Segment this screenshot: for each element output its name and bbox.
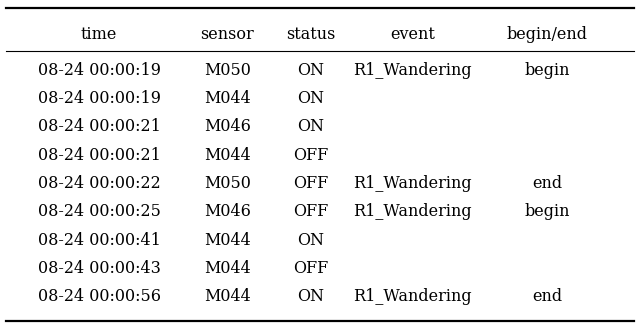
Text: ON: ON: [297, 62, 324, 79]
Text: 08-24 00:00:19: 08-24 00:00:19: [38, 90, 161, 107]
Text: sensor: sensor: [200, 26, 254, 43]
Text: begin: begin: [524, 62, 570, 79]
Text: R1_Wandering: R1_Wandering: [353, 289, 472, 305]
Text: OFF: OFF: [292, 260, 328, 277]
Text: ON: ON: [297, 118, 324, 135]
Text: ON: ON: [297, 289, 324, 305]
Text: 08-24 00:00:56: 08-24 00:00:56: [38, 289, 161, 305]
Text: M044: M044: [204, 147, 251, 164]
Text: M046: M046: [204, 118, 251, 135]
Text: M050: M050: [204, 62, 251, 79]
Text: ON: ON: [297, 90, 324, 107]
Text: M044: M044: [204, 232, 251, 249]
Text: M044: M044: [204, 260, 251, 277]
Text: 08-24 00:00:25: 08-24 00:00:25: [38, 203, 161, 220]
Text: R1_Wandering: R1_Wandering: [353, 203, 472, 220]
Text: OFF: OFF: [292, 175, 328, 192]
Text: ON: ON: [297, 232, 324, 249]
Text: M044: M044: [204, 289, 251, 305]
Text: M046: M046: [204, 203, 251, 220]
Text: OFF: OFF: [292, 203, 328, 220]
Text: OFF: OFF: [292, 147, 328, 164]
Text: 08-24 00:00:41: 08-24 00:00:41: [38, 232, 161, 249]
Text: M044: M044: [204, 90, 251, 107]
Text: M050: M050: [204, 175, 251, 192]
Text: 08-24 00:00:43: 08-24 00:00:43: [38, 260, 161, 277]
Text: 08-24 00:00:21: 08-24 00:00:21: [38, 147, 161, 164]
Text: end: end: [532, 289, 563, 305]
Text: 08-24 00:00:22: 08-24 00:00:22: [38, 175, 161, 192]
Text: 08-24 00:00:21: 08-24 00:00:21: [38, 118, 161, 135]
Text: event: event: [390, 26, 435, 43]
Text: begin/end: begin/end: [507, 26, 588, 43]
Text: begin: begin: [524, 203, 570, 220]
Text: status: status: [285, 26, 335, 43]
Text: end: end: [532, 175, 563, 192]
Text: time: time: [81, 26, 117, 43]
Text: 08-24 00:00:19: 08-24 00:00:19: [38, 62, 161, 79]
Text: R1_Wandering: R1_Wandering: [353, 175, 472, 192]
Text: R1_Wandering: R1_Wandering: [353, 62, 472, 79]
